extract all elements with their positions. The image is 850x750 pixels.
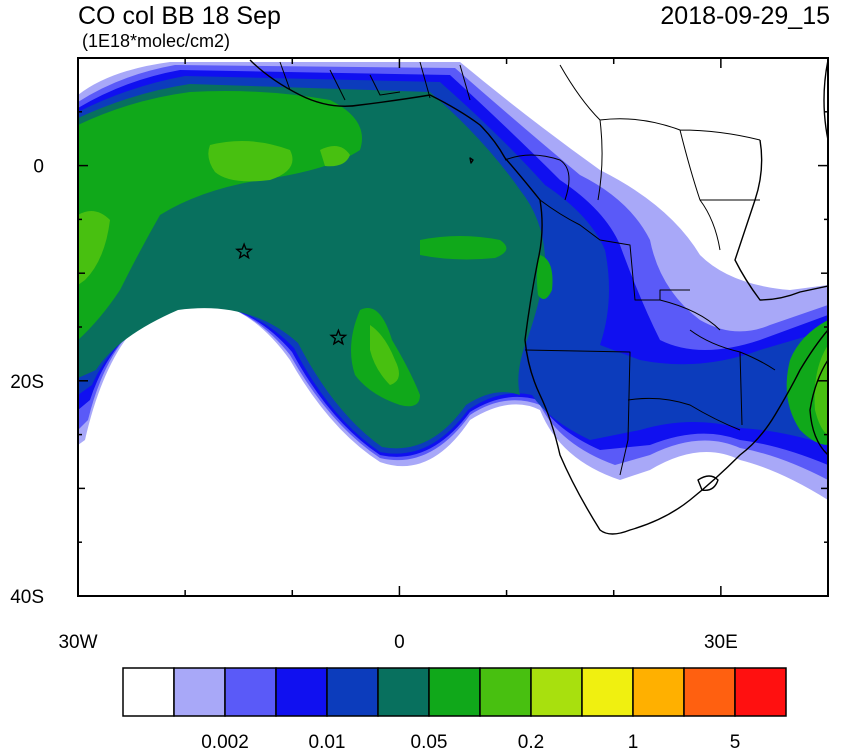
colorbar-label: 1 bbox=[628, 732, 639, 750]
co-contour-02-c bbox=[420, 236, 507, 260]
co-contour-1-c bbox=[78, 211, 110, 285]
colorbar-label: 0.002 bbox=[201, 732, 249, 750]
africa-coastline bbox=[249, 59, 828, 535]
x-tick-label: 0 bbox=[394, 632, 405, 653]
axis-ticks bbox=[77, 57, 829, 597]
colorbar-swatch bbox=[377, 667, 430, 717]
colorbar-label: 0.2 bbox=[518, 732, 544, 750]
y-tick-label: 20S bbox=[10, 372, 44, 393]
axis-tick-labels: 30W 0 30E 0 20S 40S bbox=[10, 157, 738, 653]
lesotho bbox=[697, 475, 719, 491]
colorbar-swatch bbox=[428, 667, 481, 717]
co-field bbox=[78, 58, 828, 596]
colorbar-swatch bbox=[224, 667, 277, 717]
star-marker-icon bbox=[235, 242, 254, 260]
colorbar-swatch bbox=[122, 667, 175, 717]
colorbar-label: 5 bbox=[730, 732, 741, 750]
map-title: CO col BB 18 Sep bbox=[78, 2, 281, 30]
star-marker-icon bbox=[329, 328, 348, 346]
bioko-island bbox=[469, 157, 474, 164]
colorbar-swatch bbox=[530, 667, 583, 717]
border-south bbox=[524, 299, 776, 476]
y-tick-label: 40S bbox=[10, 587, 44, 608]
colorbar: 0.002 0.01 0.05 0.2 1 5 bbox=[122, 667, 787, 750]
colorbar-swatch bbox=[479, 667, 532, 717]
coastlines bbox=[249, 59, 828, 535]
colorbar-swatch bbox=[734, 667, 787, 717]
x-tick-label: 30W bbox=[58, 632, 97, 653]
colorbar-swatch bbox=[173, 667, 226, 717]
co-contour-1-b bbox=[320, 146, 350, 167]
co-contour-1-e bbox=[814, 345, 828, 435]
colorbar-swatch bbox=[632, 667, 685, 717]
co-contour-1-a bbox=[208, 141, 293, 182]
co-contour-1-d bbox=[370, 325, 399, 385]
country-borders bbox=[279, 61, 776, 476]
east-africa-coastline bbox=[734, 59, 828, 301]
colorbar-swatch bbox=[581, 667, 634, 717]
datetime-label: 2018-09-29_15 bbox=[660, 2, 830, 30]
x-tick-label: 30E bbox=[704, 632, 738, 653]
colorbar-swatch bbox=[326, 667, 379, 717]
border-west-africa bbox=[279, 61, 471, 101]
colorbar-swatch bbox=[275, 667, 328, 717]
border-central bbox=[504, 154, 690, 301]
colorbar-label: 0.05 bbox=[411, 732, 448, 750]
colorbar-label: 0.01 bbox=[309, 732, 346, 750]
colorbar-swatch bbox=[683, 667, 736, 717]
units-label: (1E18*molec/cm2) bbox=[82, 31, 231, 51]
madagascar bbox=[809, 359, 828, 456]
border-east bbox=[559, 64, 761, 251]
y-tick-label: 0 bbox=[33, 157, 44, 178]
co-contour-02-d bbox=[536, 255, 553, 299]
site-markers bbox=[235, 242, 348, 346]
